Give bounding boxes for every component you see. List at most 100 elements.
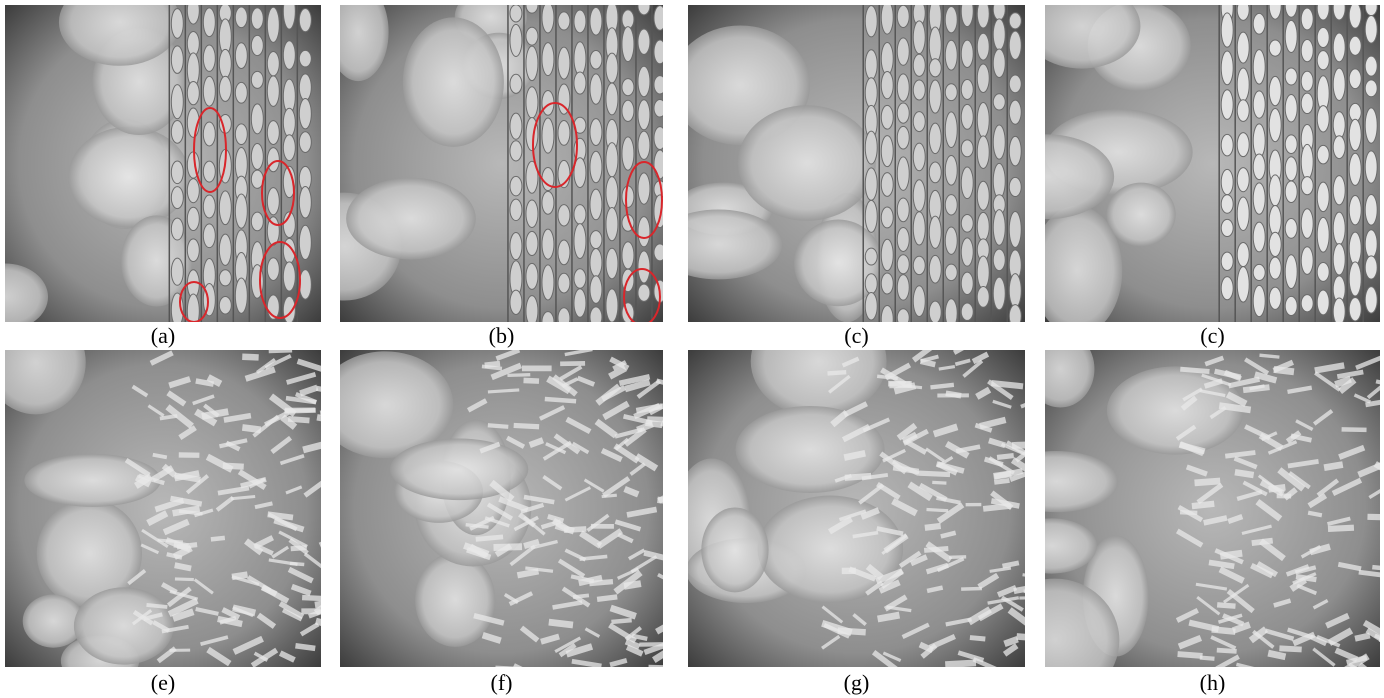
droplet [1237,100,1249,122]
droplet [187,239,199,262]
droplet [510,233,522,260]
droplet [638,66,650,97]
droplet [542,2,554,33]
droplet [1009,100,1021,124]
droplet [1365,230,1377,258]
image-panel [0,310,344,686]
droplet [510,199,522,220]
droplet [203,8,215,37]
crystal [1328,525,1354,532]
droplet [251,71,263,88]
droplet [1221,252,1233,270]
frost-blob [654,209,782,279]
droplet [1221,169,1233,194]
frost-blob [758,496,904,603]
crystal [1367,514,1383,521]
droplet [654,99,666,117]
image-panel [317,348,688,681]
droplet [299,225,311,259]
droplet [1365,194,1377,225]
droplet [171,85,183,119]
droplet [1365,56,1377,76]
droplet [558,240,570,265]
droplet [881,72,893,99]
droplet [945,195,957,215]
droplet [865,200,877,232]
droplet [865,78,877,108]
droplet [574,269,586,289]
frost-blob [1026,330,1094,407]
droplet [1333,176,1345,205]
droplet [171,161,183,184]
droplet [574,289,586,318]
droplet [1285,218,1297,238]
droplet [1349,69,1361,89]
droplet [1009,13,1021,29]
droplet [235,7,247,28]
droplet [299,9,311,32]
droplet [267,7,279,42]
droplet [881,173,893,197]
droplet [1253,50,1265,84]
droplet [945,40,957,70]
droplet [1237,242,1249,266]
droplet [1269,205,1281,235]
droplet [622,186,634,208]
droplet [1269,257,1281,279]
droplet [865,274,877,294]
droplet [219,49,231,78]
droplet [1253,264,1265,280]
droplet [881,239,893,270]
frost-blob [738,105,876,221]
panel-label: (b) [489,323,515,348]
droplet [1285,68,1297,85]
droplet [590,231,602,249]
droplet [897,74,909,101]
droplet [1269,0,1281,19]
droplet [1285,0,1297,17]
frost-blob [390,438,528,500]
panel-label: (c) [1200,323,1224,348]
image-panel [654,0,1025,333]
droplet [865,131,877,164]
droplet [961,140,973,157]
droplet [897,198,909,222]
crystal [170,649,191,652]
droplet [1221,277,1233,300]
crystal [302,595,325,602]
crystal [1022,573,1043,579]
droplet [574,42,586,76]
droplet [897,157,909,190]
droplet [1285,255,1297,289]
droplet [299,50,311,67]
droplet [1253,154,1265,180]
droplet [945,264,957,280]
droplet [171,258,183,285]
droplet [510,113,522,139]
droplet [1301,295,1313,312]
droplet [526,46,538,80]
droplet [945,227,957,254]
droplet [1237,32,1249,63]
panel-label: (e) [151,670,175,695]
droplet [1285,135,1297,154]
droplet [1317,262,1329,281]
droplet [171,218,183,240]
droplet [913,80,925,100]
droplet [945,7,957,33]
droplet [558,273,570,293]
image-panel [0,0,321,330]
droplet [542,229,554,259]
droplet [299,74,311,101]
droplet [1365,108,1377,143]
droplet [1009,274,1021,308]
droplet [993,210,1005,246]
droplet [267,51,279,75]
droplet [187,179,199,203]
droplet [203,161,215,182]
crystal [648,665,673,669]
droplet [187,207,199,230]
droplet [283,135,295,161]
frost-blob [415,553,495,647]
droplet [977,256,989,289]
